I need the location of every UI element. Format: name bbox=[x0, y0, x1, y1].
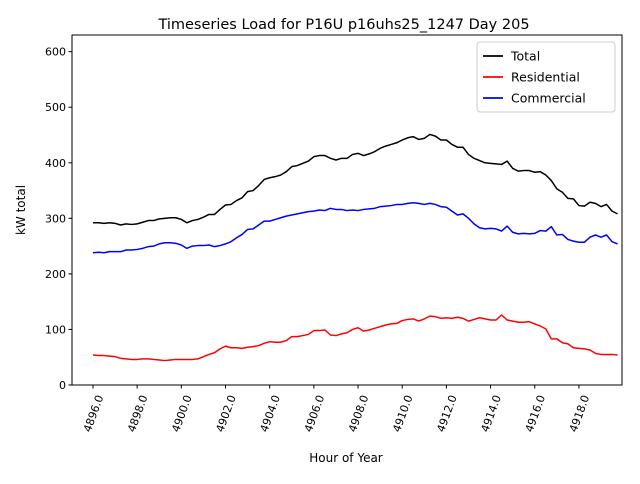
x-tick-label: 4902.0 bbox=[213, 393, 238, 434]
legend-box bbox=[476, 41, 616, 113]
x-tick-label: 4896.0 bbox=[81, 393, 106, 434]
y-tick-label: 500 bbox=[45, 101, 66, 114]
y-axis-label: kW total bbox=[14, 185, 28, 235]
x-tick-label: 4906.0 bbox=[302, 393, 327, 434]
x-tick-label: 4912.0 bbox=[434, 393, 459, 434]
x-axis-label: Hour of Year bbox=[309, 451, 383, 465]
x-tick-label: 4918.0 bbox=[567, 393, 592, 434]
chart-title: Timeseries Load for P16U p16uhs25_1247 D… bbox=[157, 17, 529, 33]
legend-label-commercial: Commercial bbox=[511, 91, 586, 106]
series-line-total bbox=[92, 133, 618, 226]
x-tick-label: 4898.0 bbox=[125, 393, 150, 434]
x-tick-label: 4904.0 bbox=[258, 393, 283, 434]
series-line-residential bbox=[92, 314, 618, 362]
series-lines bbox=[92, 133, 618, 362]
y-tick-label: 0 bbox=[59, 379, 66, 392]
y-tick-label: 200 bbox=[45, 268, 66, 281]
y-tick-label: 600 bbox=[45, 46, 66, 59]
x-tick-label: 4910.0 bbox=[390, 393, 415, 434]
plot-frame bbox=[71, 34, 623, 386]
x-tick-label: 4916.0 bbox=[523, 393, 548, 434]
legend: Total Residential Commercial bbox=[476, 41, 616, 113]
legend-label-residential: Residential bbox=[511, 70, 580, 85]
x-axis: 4896.0 4898.0 4900.0 4902.0 4904.0 4906.0 4908… bbox=[81, 385, 592, 434]
x-tick-label: 4908.0 bbox=[346, 393, 371, 434]
x-tick-label: 4900.0 bbox=[169, 393, 194, 434]
y-tick-label: 400 bbox=[45, 157, 66, 170]
x-tick-label: 4914.0 bbox=[479, 393, 504, 434]
legend-label-total: Total bbox=[510, 49, 540, 64]
y-tick-label: 300 bbox=[45, 212, 66, 225]
y-tick-label: 100 bbox=[45, 323, 66, 336]
y-axis: 0 100 200 300 400 500 600 bbox=[45, 46, 72, 392]
series-line-commercial bbox=[92, 202, 618, 254]
